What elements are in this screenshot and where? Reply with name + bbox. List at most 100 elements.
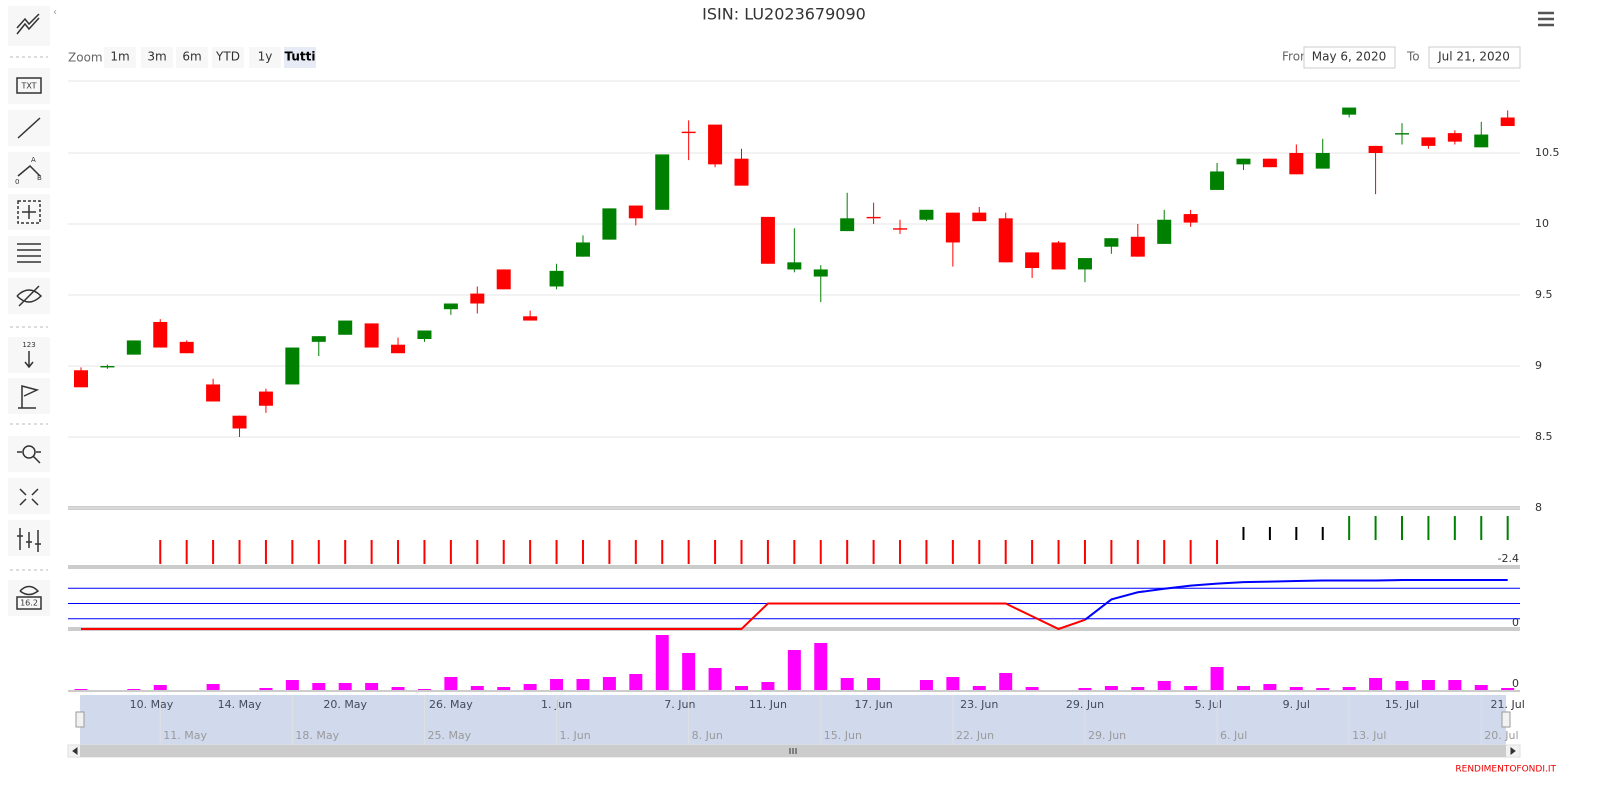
to-value[interactable]: Jul 21, 2020 [1437,50,1510,64]
zoom-button[interactable] [212,47,244,68]
bar [946,677,960,690]
bar [972,686,986,690]
icon [22,205,36,219]
bar [344,540,347,564]
bar [1189,540,1192,564]
candle-body [998,218,1013,263]
bar [1448,680,1462,690]
bar [523,684,537,690]
bar [766,540,769,564]
candle-body [1210,171,1225,190]
icon [17,117,41,139]
menu-button[interactable] [1538,11,1554,27]
zoom-button-label[interactable]: Tutti [285,50,316,64]
y-tick-label: 0 [1512,616,1519,629]
bar [370,540,373,564]
navigator-tick-label: 15. Jun [824,729,862,742]
zoom-button[interactable] [104,47,136,68]
zoom-button[interactable] [284,47,316,68]
y-tick-label: 9.5 [1535,288,1553,301]
zoom-button-label[interactable]: YTD [215,50,240,64]
icon [22,445,36,459]
x-tick-label: 17. Jun [855,698,893,711]
bar [840,678,854,690]
candle-body [1500,117,1515,127]
bar [925,540,928,564]
bar [1321,526,1324,540]
x-tick-label: 20. May [323,698,367,711]
to-label: To [1406,50,1420,64]
collapse[interactable]: ‹ [53,7,57,18]
y-tick-label: 8 [1535,501,1542,514]
candle-body [179,341,194,354]
candle-body [338,320,353,335]
bar [391,687,405,690]
zoom-button-label[interactable]: 1y [258,50,273,64]
scroll-arrow [72,747,1516,755]
navigator-range[interactable] [80,695,1506,745]
y-tick-label: -2.4 [1498,552,1519,565]
zoom-button[interactable] [176,47,208,68]
zoom-button[interactable] [141,47,173,68]
y-tick-label: 10.5 [1535,146,1560,159]
credits[interactable]: RENDIMENTOFONDI.IT [1455,765,1556,775]
tool-indicators[interactable] [8,6,50,46]
tool-levels[interactable] [8,236,50,272]
bar [602,677,616,690]
zoom-button[interactable] [249,47,281,68]
bar [74,689,88,690]
candle-body [1077,258,1092,270]
bar [153,685,167,690]
bar [951,540,954,564]
bar [999,673,1013,690]
x-tick-label: 21. Jul [1491,698,1525,711]
icon [16,13,40,35]
x-tick-label: 9. Jul [1283,698,1310,711]
navigator-tick-label: 18. May [295,729,339,742]
icon [16,77,42,94]
zoom-button-label[interactable]: 6m [182,50,201,64]
zoom-button-label[interactable]: 1m [110,50,129,64]
navigator-handle[interactable] [1501,711,1511,728]
x-tick-label: 10. May [130,698,174,711]
tool-zoom[interactable] [8,436,50,472]
bar [1342,687,1356,690]
tool-fullscreen[interactable] [8,478,50,514]
candle-body [1104,238,1119,247]
candle-body [1130,236,1145,257]
indicator-line [81,602,1086,631]
bar [814,643,828,690]
candle-body [549,270,564,287]
bar [793,540,796,564]
bar [708,668,722,690]
from-input[interactable] [1303,46,1396,69]
bar [761,682,775,690]
candle-body [126,340,141,355]
zoom-button-label[interactable]: 3m [147,50,166,64]
tool-text[interactable] [8,68,50,104]
bar [417,689,431,690]
candle-body [1183,214,1198,223]
candle-body [496,269,511,290]
candle-body [681,131,696,134]
y-tick-label: 8.5 [1535,430,1553,443]
candle-body [311,336,326,342]
bar [978,540,981,564]
to-input[interactable] [1428,46,1521,69]
tool-fibonacci[interactable] [8,152,50,188]
x-tick-label: 14. May [218,698,262,711]
bar [291,540,294,564]
bar [1316,688,1330,690]
bar [867,678,881,690]
bar [576,679,590,690]
candle-body [232,415,247,429]
toolbar: ‹ TXT A 0 B 123 16.2 [8,6,57,616]
x-tick-label: 26. May [429,698,473,711]
bar [1427,516,1430,540]
candle-body [1262,158,1277,168]
navigator-handle[interactable] [75,711,85,728]
icon-label: B [37,174,42,182]
bar [735,686,748,690]
from-value[interactable]: May 6, 2020 [1312,50,1386,64]
icon [16,285,43,307]
